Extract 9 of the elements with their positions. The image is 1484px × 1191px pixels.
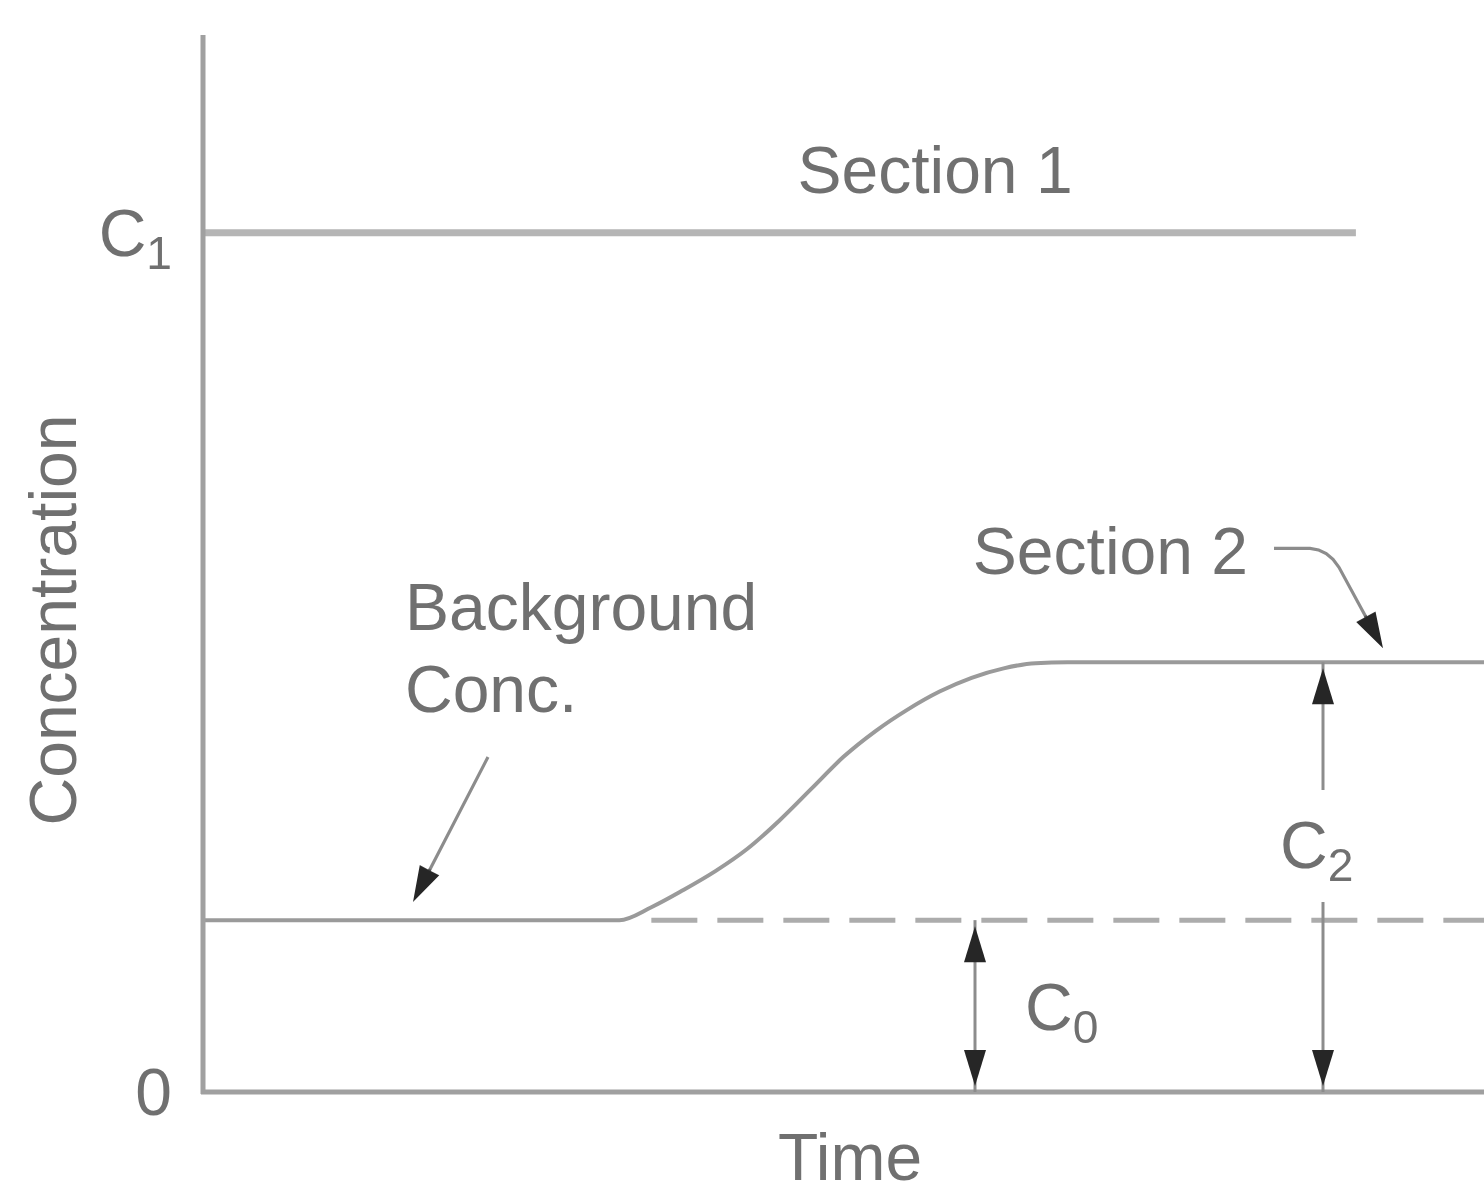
annotation: C$_{2}$ [1280, 808, 1354, 891]
y-tick-label: C$_{1}$ [98, 195, 172, 279]
annotation: Background Conc. [405, 570, 758, 726]
legend-label: Section 2 [972, 514, 1248, 589]
y-tick-label: 0 [135, 1055, 172, 1130]
annotation: C$_{0}$ [1025, 970, 1099, 1053]
series-label: Section 1 [797, 132, 1073, 207]
x-axis-title: Time [777, 1120, 923, 1191]
y-axis-title: Concentration [16, 414, 90, 826]
